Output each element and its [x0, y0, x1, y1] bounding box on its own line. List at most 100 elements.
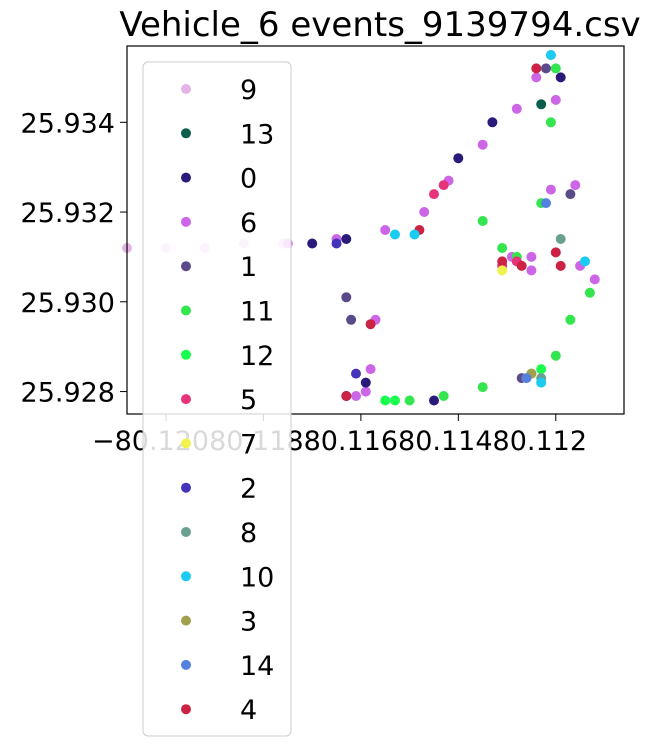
legend-marker-2 — [181, 482, 191, 493]
point-series-0 — [307, 238, 318, 249]
point-series-4 — [516, 260, 527, 271]
point-series-6 — [545, 184, 556, 195]
legend-marker-7 — [181, 438, 191, 449]
point-series-1 — [346, 314, 357, 325]
y-axis: 25.928 25.930 25.932 25.934 — [21, 108, 127, 409]
points-layer — [122, 50, 600, 406]
point-series-0 — [453, 153, 464, 164]
point-series-1 — [565, 189, 576, 200]
point-series-7 — [497, 265, 508, 276]
point-series-4 — [497, 256, 508, 267]
point-series-0 — [555, 72, 566, 83]
point-series-10 — [409, 229, 420, 240]
legend-label-1: 1 — [240, 252, 257, 283]
point-series-11 — [438, 391, 449, 401]
legend-label-0: 0 — [240, 164, 257, 195]
legend-label-4: 4 — [240, 695, 257, 726]
axes-frame — [126, 45, 625, 415]
legend-label-14: 14 — [240, 651, 274, 682]
point-series-0 — [360, 377, 371, 388]
point-series-6 — [550, 94, 561, 105]
point-series-4 — [531, 63, 542, 74]
point-series-0 — [341, 234, 352, 244]
point-series-6 — [351, 391, 361, 401]
point-series-6 — [365, 364, 376, 375]
point-series-11 — [550, 63, 561, 74]
point-series-1 — [541, 63, 551, 74]
legend-label-3: 3 — [240, 607, 257, 638]
point-series-4 — [550, 247, 561, 258]
point-series-11 — [565, 314, 576, 325]
point-series-0 — [429, 395, 439, 406]
point-series-6 — [477, 139, 488, 150]
legend-marker-6 — [181, 216, 191, 227]
legend-marker-10 — [181, 571, 191, 582]
legend-label-6: 6 — [240, 208, 257, 239]
point-series-10 — [536, 377, 547, 388]
legend-label-7: 7 — [240, 429, 257, 460]
legend-marker-14 — [181, 659, 191, 670]
point-series-2 — [331, 238, 342, 249]
y-tick-label: 25.932 — [21, 198, 115, 229]
point-series-1 — [341, 292, 352, 303]
point-series-14 — [541, 198, 551, 209]
point-series-11 — [477, 382, 488, 393]
point-series-8 — [555, 234, 566, 244]
point-series-2 — [351, 368, 361, 379]
plot-area — [122, 45, 625, 415]
legend-label-10: 10 — [240, 562, 274, 593]
legend-marker-3 — [181, 615, 191, 626]
legend-marker-4 — [181, 704, 191, 715]
point-series-13 — [536, 99, 547, 110]
point-series-6 — [570, 180, 581, 191]
point-series-10 — [580, 256, 590, 267]
point-series-6 — [360, 386, 371, 397]
legend-label-5: 5 — [240, 385, 257, 416]
y-tick-label: 25.930 — [21, 288, 115, 319]
legend-marker-9 — [181, 84, 191, 94]
point-series-5 — [438, 180, 449, 191]
chart-title: Vehicle_6 events_9139794.csv — [119, 5, 640, 45]
point-series-4 — [365, 319, 376, 330]
point-series-6 — [531, 72, 542, 83]
point-series-12 — [380, 395, 391, 406]
point-series-11 — [545, 117, 556, 128]
legend-marker-11 — [181, 305, 191, 316]
y-tick-label: 25.928 — [21, 378, 115, 409]
point-series-6 — [526, 251, 537, 262]
point-series-12 — [390, 395, 400, 406]
legend-frame — [142, 61, 292, 737]
point-series-11 — [497, 243, 508, 253]
legend-label-8: 8 — [240, 518, 257, 549]
legend-marker-13 — [181, 128, 191, 139]
legend-label-2: 2 — [240, 474, 257, 505]
legend-marker-12 — [181, 349, 191, 360]
point-series-10 — [390, 229, 400, 240]
legend-label-12: 12 — [240, 341, 274, 372]
point-series-6 — [380, 225, 391, 235]
point-series-11 — [404, 395, 415, 406]
point-series-6 — [511, 103, 522, 114]
point-series-0 — [487, 117, 498, 128]
point-series-11 — [550, 350, 561, 361]
point-series-6 — [526, 265, 537, 276]
legend-marker-8 — [181, 527, 191, 537]
point-series-4 — [555, 260, 566, 271]
point-series-14 — [521, 373, 532, 384]
legend-marker-5 — [181, 394, 191, 405]
point-series-11 — [477, 216, 488, 226]
point-series-5 — [429, 189, 439, 200]
point-series-10 — [545, 50, 556, 60]
point-series-4 — [341, 391, 352, 401]
legend-label-9: 9 — [240, 75, 257, 106]
point-series-12 — [536, 364, 547, 375]
legend-label-11: 11 — [240, 297, 274, 328]
point-series-6 — [589, 274, 600, 285]
point-series-6 — [419, 207, 430, 217]
legend-label-13: 13 — [240, 119, 274, 150]
legend-marker-1 — [181, 261, 191, 272]
legend-marker-0 — [181, 172, 191, 183]
point-series-11 — [584, 287, 595, 298]
